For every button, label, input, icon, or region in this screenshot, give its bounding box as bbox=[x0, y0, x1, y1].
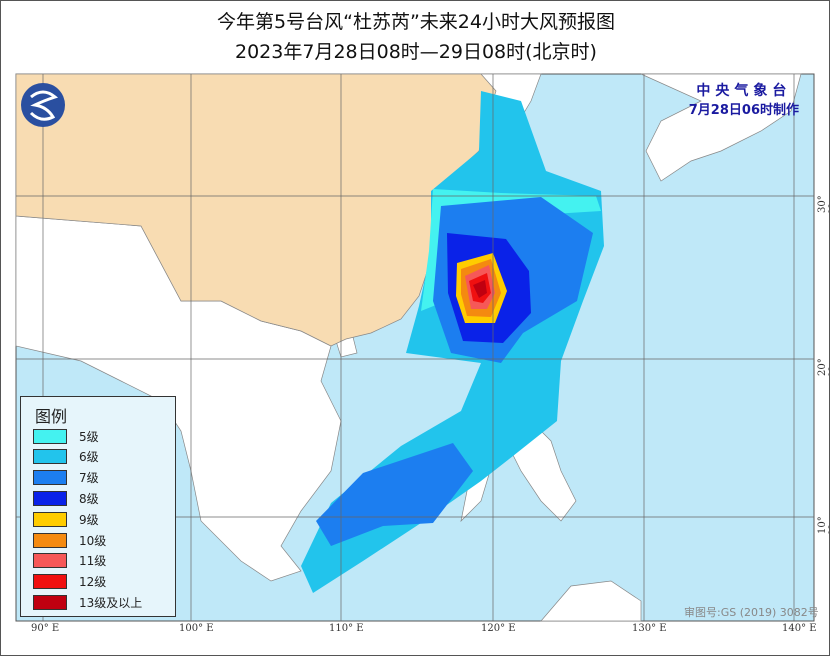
legend-label: 12级 bbox=[79, 575, 107, 590]
legend-item: 11级 bbox=[33, 553, 106, 569]
legend-item: 5级 bbox=[33, 428, 99, 444]
legend-label: 10级 bbox=[79, 533, 107, 548]
legend-swatch bbox=[33, 490, 67, 506]
legend-label: 9级 bbox=[79, 512, 99, 527]
legend-title: 图例 bbox=[35, 407, 68, 426]
wind-13 bbox=[473, 280, 487, 298]
legend-label: 11级 bbox=[79, 554, 107, 569]
legend-label: 5级 bbox=[79, 429, 99, 444]
graticule bbox=[16, 74, 814, 621]
wind-areas bbox=[301, 91, 604, 593]
lon-tick: 140° E bbox=[782, 623, 817, 634]
legend-swatch bbox=[33, 511, 67, 527]
legend-label: 8级 bbox=[79, 491, 99, 506]
lon-tick: 120° E bbox=[481, 623, 516, 634]
lon-tick: 110° E bbox=[329, 623, 364, 634]
map-title: 今年第5号台风“杜苏芮”未来24小时大风预报图 bbox=[217, 11, 615, 33]
lon-tick: 130° E bbox=[632, 623, 667, 634]
lat-tick: 20° N bbox=[817, 358, 829, 376]
legend-item: 12级 bbox=[33, 574, 106, 590]
lat-tick: 10° N bbox=[817, 516, 829, 534]
map-approval-number: 审图号:GS (2019) 3082号 bbox=[684, 606, 819, 619]
legend-item: 8级 bbox=[33, 490, 99, 506]
issue-time: 7月28日06时制作 bbox=[688, 103, 799, 118]
agency-name: 中央气象台 bbox=[696, 83, 792, 99]
legend-label: 6级 bbox=[79, 450, 99, 465]
legend-swatch bbox=[33, 449, 67, 465]
legend-swatch bbox=[33, 574, 67, 590]
wind-7-south bbox=[316, 443, 473, 546]
legend: 图例 5级 6级 7级 8级 9级 10级 11级 12级 13级及以上 bbox=[20, 396, 176, 617]
legend-label: 7级 bbox=[79, 471, 99, 486]
legend-swatch bbox=[33, 594, 67, 610]
legend-item: 10级 bbox=[33, 532, 106, 548]
legend-swatch bbox=[33, 428, 67, 444]
legend-swatch bbox=[33, 470, 67, 486]
lon-tick: 90° E bbox=[31, 623, 60, 634]
legend-item: 9级 bbox=[33, 511, 99, 527]
cma-logo bbox=[21, 83, 65, 127]
lon-tick: 100° E bbox=[179, 623, 214, 634]
map-subtitle: 2023年7月28日08时—29日08时(北京时) bbox=[235, 41, 597, 63]
legend-label: 13级及以上 bbox=[79, 595, 143, 610]
legend-swatch bbox=[33, 553, 67, 569]
legend-swatch bbox=[33, 532, 67, 548]
legend-item: 13级及以上 bbox=[33, 594, 142, 610]
lat-tick: 30° N bbox=[817, 195, 829, 213]
legend-item: 6级 bbox=[33, 449, 99, 465]
legend-item: 7级 bbox=[33, 470, 99, 486]
agency-stamp: 中央气象台 7月28日06时制作 bbox=[689, 81, 799, 121]
